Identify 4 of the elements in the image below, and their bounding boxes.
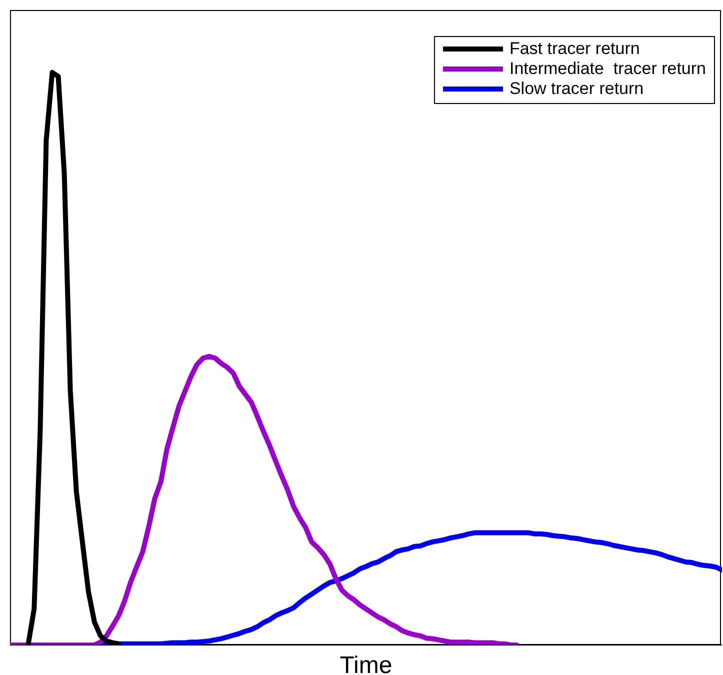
legend-label: Fast tracer return — [509, 39, 640, 59]
legend-label: Slow tracer return — [509, 79, 644, 99]
x-axis-title: Time — [340, 652, 392, 675]
legend-label: Intermediate tracer return — [509, 59, 706, 79]
